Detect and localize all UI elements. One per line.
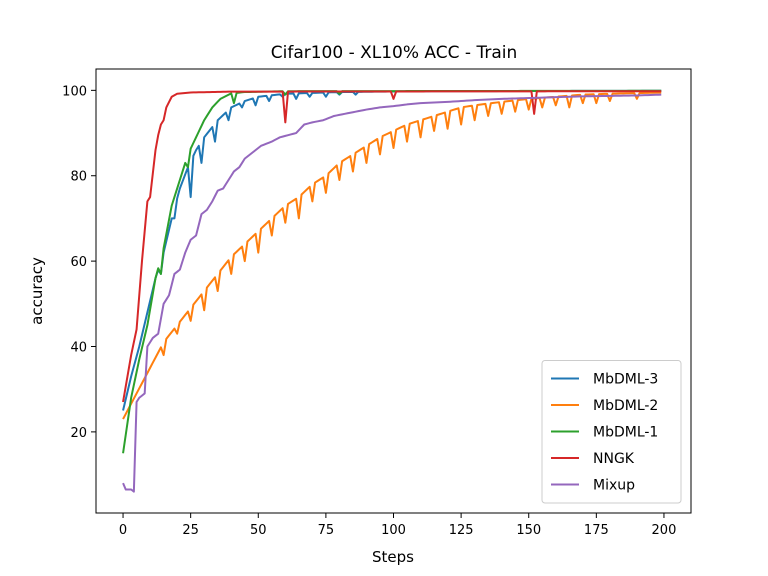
legend-label: MbDML-1 <box>593 425 658 441</box>
legend-label: MbDML-2 <box>593 398 658 414</box>
y-axis: 20 40 60 80 100 <box>62 84 96 441</box>
chart-title: Cifar100 - XL10% ACC - Train <box>271 43 517 63</box>
x-tick-label: 50 <box>250 523 267 538</box>
y-tick-label: 20 <box>70 426 87 441</box>
series-line-mixup <box>122 93 662 493</box>
x-tick-label: 25 <box>182 523 199 538</box>
x-axis: 0 25 50 75 100 125 150 175 200 <box>119 513 676 538</box>
y-tick-label: 80 <box>70 170 87 185</box>
legend: MbDML-3 MbDML-2 MbDML-1 NNGK Mixup <box>541 360 682 504</box>
legend-label: NNGK <box>593 451 635 467</box>
series-layer <box>122 89 662 493</box>
x-tick-label: 175 <box>584 523 609 538</box>
x-tick-label: 75 <box>318 523 335 538</box>
x-tick-label: 200 <box>652 523 677 538</box>
y-tick-label: 100 <box>62 84 87 99</box>
y-tick-label: 40 <box>70 341 87 356</box>
y-axis-label: accuracy <box>28 257 46 325</box>
y-tick-label: 60 <box>70 255 87 270</box>
x-tick-label: 125 <box>449 523 474 538</box>
x-tick-label: 100 <box>381 523 406 538</box>
legend-label: Mixup <box>593 478 635 494</box>
x-axis-label: Steps <box>372 548 414 566</box>
legend-label: MbDML-3 <box>593 372 658 388</box>
x-tick-label: 150 <box>516 523 541 538</box>
x-tick-label: 0 <box>119 523 127 538</box>
series-line-nngk <box>122 90 662 403</box>
legend-box <box>541 360 682 504</box>
